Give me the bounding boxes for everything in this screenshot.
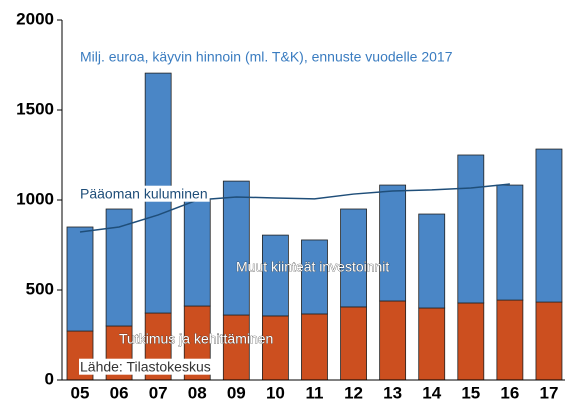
x-tick-label: 16 — [500, 383, 519, 402]
x-tick-label: 10 — [266, 383, 285, 402]
bar — [496, 299, 524, 381]
bar — [261, 234, 289, 317]
source-bg — [79, 358, 213, 375]
bar — [340, 306, 367, 381]
bar — [418, 213, 446, 309]
line — [79, 183, 510, 233]
bar — [457, 154, 485, 304]
bar — [261, 315, 289, 381]
x-tick-label: 09 — [227, 383, 246, 402]
bar — [301, 313, 328, 381]
bar — [183, 199, 211, 307]
subtitle: Milj. euroa, käyvin hinnoin (ml. T&K), e… — [80, 49, 453, 65]
y-tick-label: 500 — [26, 279, 54, 298]
lines — [79, 183, 510, 233]
line-label: Pääoman kuluminen — [80, 186, 208, 202]
bar — [496, 184, 524, 301]
x-tick-label: 08 — [188, 383, 207, 402]
x-tick-label: 07 — [149, 383, 168, 402]
y-tick-label: 2000 — [16, 9, 54, 28]
bar — [66, 226, 94, 332]
x-tick-label: 11 — [305, 383, 323, 402]
x-tick-label: 13 — [383, 383, 402, 402]
bar — [340, 208, 367, 308]
bar — [457, 302, 485, 381]
line-label-bg — [79, 185, 210, 202]
bar — [535, 148, 563, 303]
x-tick-label: 14 — [422, 383, 441, 402]
labels: Milj. euroa, käyvin hinnoin (ml. T&K), e… — [79, 49, 453, 375]
bar — [222, 314, 250, 381]
y-tick-label: 1500 — [16, 99, 54, 118]
bar — [379, 300, 407, 381]
series-label: Tutkimus ja kehittäminen — [119, 331, 273, 347]
source: Lähde: Tilastokeskus — [80, 359, 211, 375]
x-tick-label: 05 — [71, 383, 90, 402]
y-tick-label: 0 — [45, 369, 54, 388]
series-label: Muut kiinteät investoinnit — [236, 259, 389, 275]
x-tick-label: 06 — [110, 383, 129, 402]
bar — [301, 239, 328, 315]
y-tick-label: 1000 — [16, 189, 54, 208]
bar — [379, 184, 407, 302]
x-tick-label: 17 — [539, 383, 558, 402]
bar — [535, 301, 563, 381]
bar — [418, 307, 446, 381]
x-tick-label: 15 — [461, 383, 480, 402]
bar — [222, 180, 250, 316]
x-tick-label: 12 — [344, 383, 363, 402]
